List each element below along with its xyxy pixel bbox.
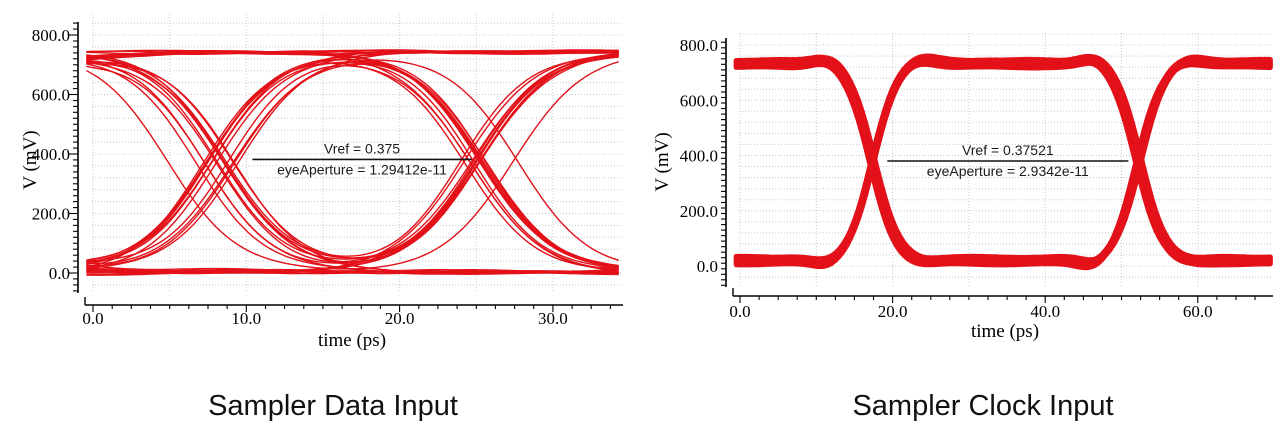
axes [721,38,1273,303]
x-axis-title: time (ps) [318,330,386,351]
svg-text:600.0: 600.0 [32,86,70,105]
svg-text:400.0: 400.0 [32,145,70,164]
svg-text:60.0: 60.0 [1183,302,1213,321]
svg-text:200.0: 200.0 [32,205,70,224]
chart-caption-clock: Sampler Clock Input [852,390,1114,422]
svg-text:0.0: 0.0 [49,264,70,283]
vref-label: Vref = 0.375 [324,140,400,156]
svg-text:10.0: 10.0 [231,309,261,328]
vref-label: Vref = 0.37521 [962,142,1054,158]
svg-text:20.0: 20.0 [878,302,908,321]
measurement-annotation: Vref = 0.375 eyeAperture = 1.29412e-11 [252,140,472,177]
svg-text:600.0: 600.0 [680,91,718,110]
svg-text:0.0: 0.0 [82,309,103,328]
svg-text:0.0: 0.0 [729,302,750,321]
svg-text:800.0: 800.0 [32,26,70,45]
chart-caption-data: Sampler Data Input [208,390,458,422]
y-axis-title: V (mV) [652,132,673,191]
y-axis-title: V (mV) [20,130,41,189]
eye-diagram-sampler-data-input: 0.0 200.0 400.0 600.0 800.0 0.0 10.0 20.0 30.0 V… [20,14,623,351]
tick-labels: 0.0 200.0 400.0 600.0 800.0 0.0 10.0 20.0 30.0 [32,26,568,328]
eye-aperture-label: eyeAperture = 2.9342e-11 [927,163,1089,179]
svg-text:400.0: 400.0 [680,147,718,166]
svg-text:800.0: 800.0 [680,36,718,55]
gridlines [739,33,1272,286]
eye-aperture-label: eyeAperture = 1.29412e-11 [277,161,447,177]
eye-traces [733,53,1273,271]
svg-text:30.0: 30.0 [538,309,568,328]
eye-diagram-sampler-clock-input: 0.0 200.0 400.0 600.0 800.0 0.0 20.0 40.0 60.0 V… [652,33,1273,342]
tick-labels: 0.0 200.0 400.0 600.0 800.0 0.0 20.0 40.0 60.0 [680,36,1213,321]
svg-text:200.0: 200.0 [680,202,718,221]
measurement-annotation: Vref = 0.37521 eyeAperture = 2.9342e-11 [887,142,1129,179]
eye-traces [86,49,619,276]
x-axis-title: time (ps) [971,321,1039,342]
axes [68,22,623,312]
svg-text:40.0: 40.0 [1030,302,1060,321]
svg-text:0.0: 0.0 [697,257,718,276]
svg-text:20.0: 20.0 [385,309,415,328]
